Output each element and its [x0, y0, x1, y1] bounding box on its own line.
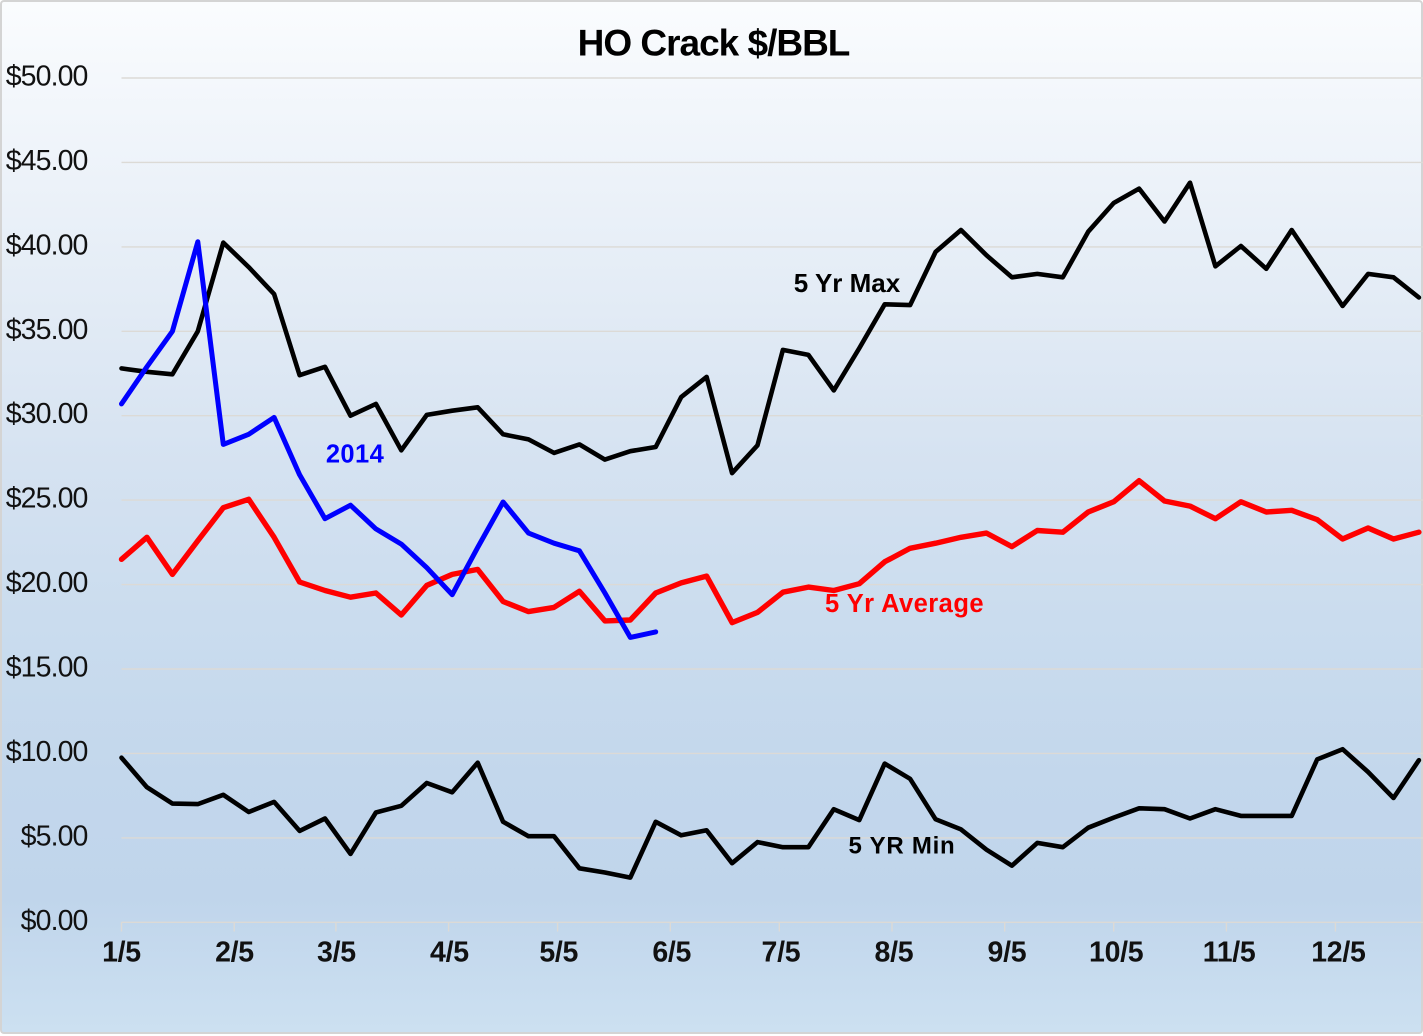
svg-text:2014: 2014 [326, 441, 385, 469]
svg-text:$50.00: $50.00 [6, 61, 88, 93]
svg-text:3/5: 3/5 [317, 937, 356, 969]
svg-text:2/5: 2/5 [215, 937, 254, 969]
svg-text:11/5: 11/5 [1203, 937, 1256, 969]
svg-text:12/5: 12/5 [1311, 937, 1366, 969]
svg-text:10/5: 10/5 [1089, 937, 1144, 969]
svg-text:$10.00: $10.00 [6, 736, 88, 768]
svg-text:5 Yr Max: 5 Yr Max [794, 268, 901, 298]
svg-text:$40.00: $40.00 [6, 229, 88, 261]
svg-text:8/5: 8/5 [875, 937, 914, 969]
svg-text:5/5: 5/5 [539, 937, 578, 969]
svg-text:HO Crack $/BBL: HO Crack $/BBL [578, 23, 850, 64]
svg-text:$15.00: $15.00 [6, 652, 88, 684]
svg-text:9/5: 9/5 [988, 937, 1027, 969]
svg-text:5 Yr Average: 5 Yr Average [825, 590, 984, 618]
svg-text:$5.00: $5.00 [21, 820, 88, 852]
svg-text:$25.00: $25.00 [6, 483, 88, 515]
svg-text:6/5: 6/5 [652, 937, 691, 969]
svg-text:$30.00: $30.00 [6, 398, 88, 430]
svg-text:$35.00: $35.00 [6, 314, 88, 346]
svg-text:$0.00: $0.00 [21, 905, 88, 937]
svg-text:$45.00: $45.00 [6, 145, 88, 177]
svg-text:7/5: 7/5 [762, 937, 801, 969]
svg-text:1/5: 1/5 [102, 937, 141, 969]
svg-text:$20.00: $20.00 [6, 567, 88, 599]
svg-text:4/5: 4/5 [430, 937, 469, 969]
svg-text:5 YR Min: 5 YR Min [849, 833, 956, 860]
